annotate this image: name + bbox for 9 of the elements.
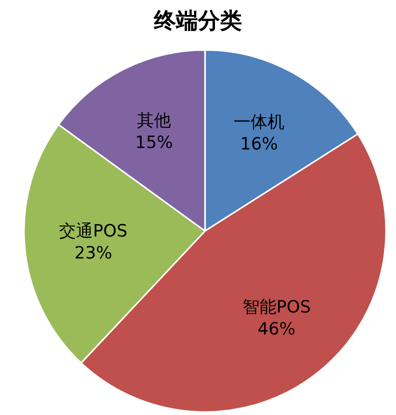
data-label: 23% [74,244,112,264]
slice-label: 其他 [137,111,172,132]
slice-label: 交通POS [59,222,128,242]
slice-label: 一体机 [234,112,285,133]
data-label: 15% [135,133,173,154]
slice-label: 智能POS [242,297,311,318]
chart-title: 终端分类 [153,9,242,34]
data-label: 16% [240,134,278,155]
data-label: 46% [258,319,296,340]
